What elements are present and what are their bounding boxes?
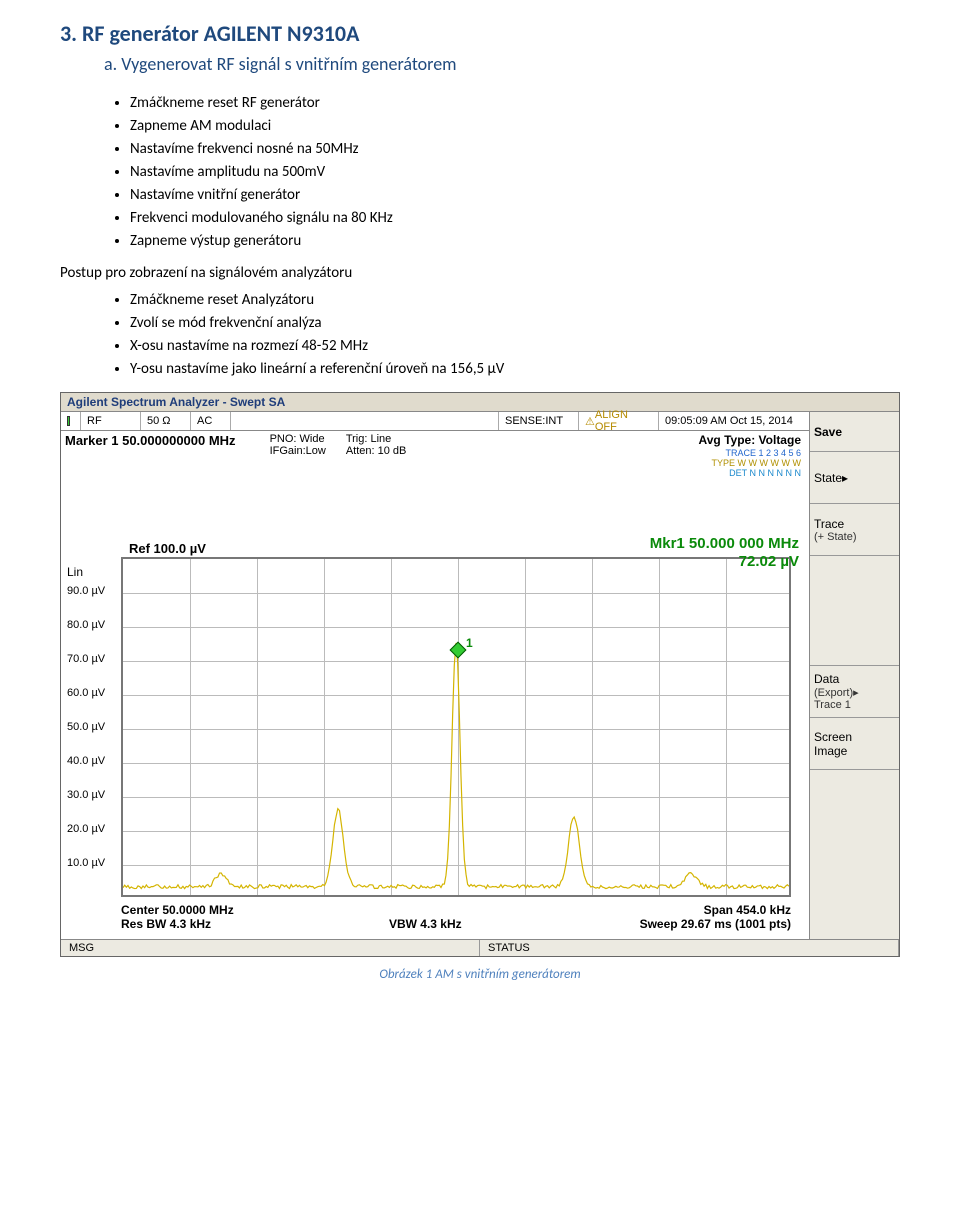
- y-tick-label: 90.0 µV: [67, 585, 117, 597]
- state-softkey[interactable]: State▸: [810, 452, 899, 504]
- bullet-item: Nastavíme frekvenci nosné na 50MHz: [130, 139, 900, 160]
- sweep-label: Sweep 29.67 ms (1001 pts): [640, 917, 791, 931]
- analyzer-window: Agilent Spectrum Analyzer - Swept SA RF …: [60, 392, 900, 957]
- marker-readout: Mkr1 50.000 000 MHz 72.02 µV: [650, 535, 799, 571]
- bullet-item: Zapneme výstup generátoru: [130, 231, 900, 252]
- rf-label: RF: [81, 412, 141, 430]
- span-label: Span 454.0 kHz: [704, 903, 791, 917]
- data-export-softkey[interactable]: Data (Export)▸ Trace 1: [810, 666, 899, 718]
- align-warn-label: ALIGN OFF: [579, 412, 659, 430]
- bullet-item: Zmáčkneme reset Analyzátoru: [130, 290, 900, 311]
- bullet-item: Zapneme AM modulaci: [130, 116, 900, 137]
- bullet-item: Nastavíme amplitudu na 500mV: [130, 162, 900, 183]
- pno-label: PNO: Wide: [270, 433, 326, 445]
- vbw-label: VBW 4.3 kHz: [211, 917, 640, 931]
- y-tick-label: 80.0 µV: [67, 619, 117, 631]
- bullet-item: Y-osu nastavíme jako lineární a referenč…: [130, 359, 900, 380]
- y-tick-label: 60.0 µV: [67, 687, 117, 699]
- timestamp-label: 09:05:09 AM Oct 15, 2014: [659, 412, 809, 430]
- y-tick-label: 10.0 µV: [67, 857, 117, 869]
- scale-lin-label: Lin: [67, 565, 83, 579]
- bullet-item: Frekvenci modulovaného signálu na 80 KHz: [130, 208, 900, 229]
- y-tick-label: 70.0 µV: [67, 653, 117, 665]
- figure-caption: Obrázek 1 AM s vnitřním generátorem: [60, 967, 900, 982]
- plot-area: RF 50 Ω AC SENSE:INT ALIGN OFF 09:05:09 …: [61, 412, 809, 939]
- rbw-label: Res BW 4.3 kHz: [121, 917, 211, 931]
- coupling-label: AC: [191, 412, 231, 430]
- center-freq-label: Center 50.0000 MHz: [121, 903, 234, 917]
- save-softkey[interactable]: Save: [810, 412, 899, 452]
- bullet-item: X-osu nastavíme na rozmezí 48-52 MHz: [130, 336, 900, 357]
- y-tick-label: 20.0 µV: [67, 823, 117, 835]
- subsection-heading: a. Vygenerovat RF signál s vnitřním gene…: [104, 53, 900, 75]
- screen-image-softkey[interactable]: Screen Image: [810, 718, 899, 770]
- softkey-panel: Save State▸ Trace (+ State) Data (Export…: [809, 412, 899, 939]
- status-cell: STATUS: [480, 940, 899, 956]
- bullet-list-1: Zmáčkneme reset RF generátorZapneme AM m…: [130, 93, 900, 252]
- bullet-list-2: Zmáčkneme reset AnalyzátoruZvolí se mód …: [130, 290, 900, 380]
- sense-label: SENSE:INT: [499, 412, 579, 430]
- chart-bottom-info: Center 50.0000 MHz Span 454.0 kHz Res BW…: [121, 903, 791, 931]
- ref-level-label: Ref 100.0 µV: [129, 541, 206, 556]
- marker-frequency-label: Marker 1 50.000000000 MHz: [61, 431, 240, 479]
- msg-cell: MSG: [61, 940, 480, 956]
- bullet-item: Zvolí se mód frekvenční analýza: [130, 313, 900, 334]
- y-tick-label: 40.0 µV: [67, 755, 117, 767]
- y-tick-label: 30.0 µV: [67, 789, 117, 801]
- spectrum-trace: [123, 643, 789, 889]
- avg-type-label: Avg Type: Voltage: [699, 433, 801, 447]
- atten-label: Atten: 10 dB: [346, 445, 407, 457]
- trig-label: Trig: Line: [346, 433, 407, 445]
- status-bar: MSG STATUS: [61, 939, 899, 956]
- marker-number-label: 1: [466, 636, 473, 650]
- status-top-row: RF 50 Ω AC SENSE:INT ALIGN OFF 09:05:09 …: [61, 412, 809, 431]
- impedance-label: 50 Ω: [141, 412, 191, 430]
- window-titlebar: Agilent Spectrum Analyzer - Swept SA: [61, 393, 899, 412]
- trace-legend: TRACE 1 2 3 4 5 6 TYPE W W W W W W DET N…: [712, 449, 801, 479]
- ifgain-label: IFGain:Low: [270, 445, 326, 457]
- section-heading: 3. RF generátor AGILENT N9310A: [60, 20, 900, 47]
- trace-softkey[interactable]: Trace (+ State): [810, 504, 899, 556]
- y-tick-label: 50.0 µV: [67, 721, 117, 733]
- bullet-item: Zmáčkneme reset RF generátor: [130, 93, 900, 114]
- bullet-item: Nastavíme vnitřní generátor: [130, 185, 900, 206]
- chart-grid: 1: [121, 557, 791, 897]
- run-indicator-icon: [67, 416, 70, 426]
- paragraph-procedure: Postup pro zobrazení na signálovém analy…: [60, 264, 900, 282]
- info-row: Marker 1 50.000000000 MHz PNO: Wide IFGa…: [61, 431, 809, 479]
